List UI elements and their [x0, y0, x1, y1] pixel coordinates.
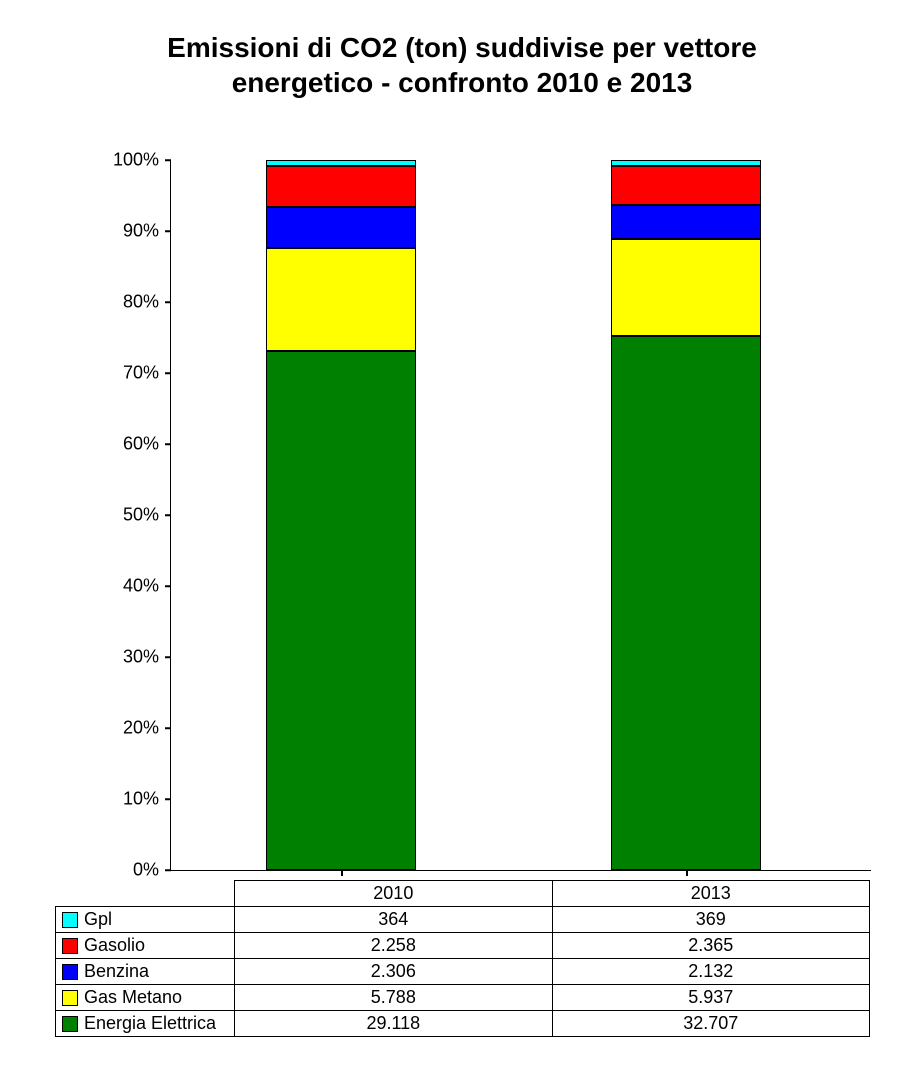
legend-label: Gasolio [84, 935, 145, 955]
legend-swatch [62, 1016, 78, 1032]
plot-area: 0%10%20%30%40%50%60%70%80%90%100% [170, 160, 871, 871]
table-value-cell: 2.365 [552, 933, 869, 959]
legend-label: Gpl [84, 909, 112, 929]
table-header-category: 2013 [552, 881, 869, 907]
table-value-cell: 2.306 [235, 959, 552, 985]
table-value-cell: 364 [235, 907, 552, 933]
y-tick-label: 0% [111, 860, 159, 881]
legend-label: Energia Elettrica [84, 1013, 216, 1033]
y-tick-mark [165, 798, 171, 800]
table-header-category: 2010 [235, 881, 552, 907]
table-value-cell: 2.132 [552, 959, 869, 985]
data-table: 20102013 Gpl 364369 Gasolio 2.2582.365 Benzin… [55, 880, 870, 1037]
y-tick-mark [165, 727, 171, 729]
table-value-cell: 32.707 [552, 1011, 869, 1037]
y-tick-mark [165, 159, 171, 161]
y-tick-label: 50% [111, 505, 159, 526]
chart-title-line1: Emissioni di CO2 (ton) suddivise per vet… [167, 32, 757, 63]
table-value-cell: 5.937 [552, 985, 869, 1011]
chart-title-line2: energetico - confronto 2010 e 2013 [232, 67, 693, 98]
y-tick-label: 100% [111, 150, 159, 171]
bar-segment-gpl [266, 160, 416, 166]
x-tick-mark [686, 870, 688, 876]
bar-segment-gas-metano [266, 248, 416, 351]
bar-segment-energia-elettrica [266, 351, 416, 870]
y-tick-mark [165, 514, 171, 516]
y-tick-label: 30% [111, 647, 159, 668]
bar-segment-gasolio [611, 166, 761, 205]
bar-segment-benzina [611, 205, 761, 240]
stacked-bar [266, 160, 416, 870]
y-tick-mark [165, 656, 171, 658]
table-value-cell: 369 [552, 907, 869, 933]
table-value-cell: 2.258 [235, 933, 552, 959]
y-tick-label: 10% [111, 789, 159, 810]
stacked-bar [611, 160, 761, 870]
bar-segment-gasolio [266, 166, 416, 206]
chart-title: Emissioni di CO2 (ton) suddivise per vet… [0, 30, 924, 100]
legend-swatch [62, 912, 78, 928]
y-tick-label: 70% [111, 363, 159, 384]
y-tick-mark [165, 372, 171, 374]
table-legend-cell: Energia Elettrica [56, 1011, 235, 1037]
bar-segment-energia-elettrica [611, 336, 761, 870]
table-legend-cell: Gas Metano [56, 985, 235, 1011]
legend-label: Gas Metano [84, 987, 182, 1007]
bar-segment-gpl [611, 160, 761, 166]
table-value-cell: 29.118 [235, 1011, 552, 1037]
legend-swatch [62, 938, 78, 954]
y-tick-mark [165, 869, 171, 871]
table-legend-cell: Gpl [56, 907, 235, 933]
y-tick-label: 80% [111, 292, 159, 313]
bar-segment-benzina [266, 207, 416, 248]
y-tick-mark [165, 443, 171, 445]
y-tick-label: 90% [111, 221, 159, 242]
table-legend-cell: Gasolio [56, 933, 235, 959]
data-table-wrap: 20102013 Gpl 364369 Gasolio 2.2582.365 Benzin… [55, 880, 870, 1037]
x-tick-mark [341, 870, 343, 876]
table-value-cell: 5.788 [235, 985, 552, 1011]
y-tick-label: 60% [111, 434, 159, 455]
legend-swatch [62, 990, 78, 1006]
table-legend-cell: Benzina [56, 959, 235, 985]
bar-segment-gas-metano [611, 239, 761, 336]
y-tick-label: 20% [111, 718, 159, 739]
legend-swatch [62, 964, 78, 980]
y-tick-mark [165, 230, 171, 232]
chart-container: Emissioni di CO2 (ton) suddivise per vet… [0, 0, 924, 1084]
legend-label: Benzina [84, 961, 149, 981]
y-tick-mark [165, 301, 171, 303]
y-tick-label: 40% [111, 576, 159, 597]
table-header-empty [56, 881, 235, 907]
y-tick-mark [165, 585, 171, 587]
